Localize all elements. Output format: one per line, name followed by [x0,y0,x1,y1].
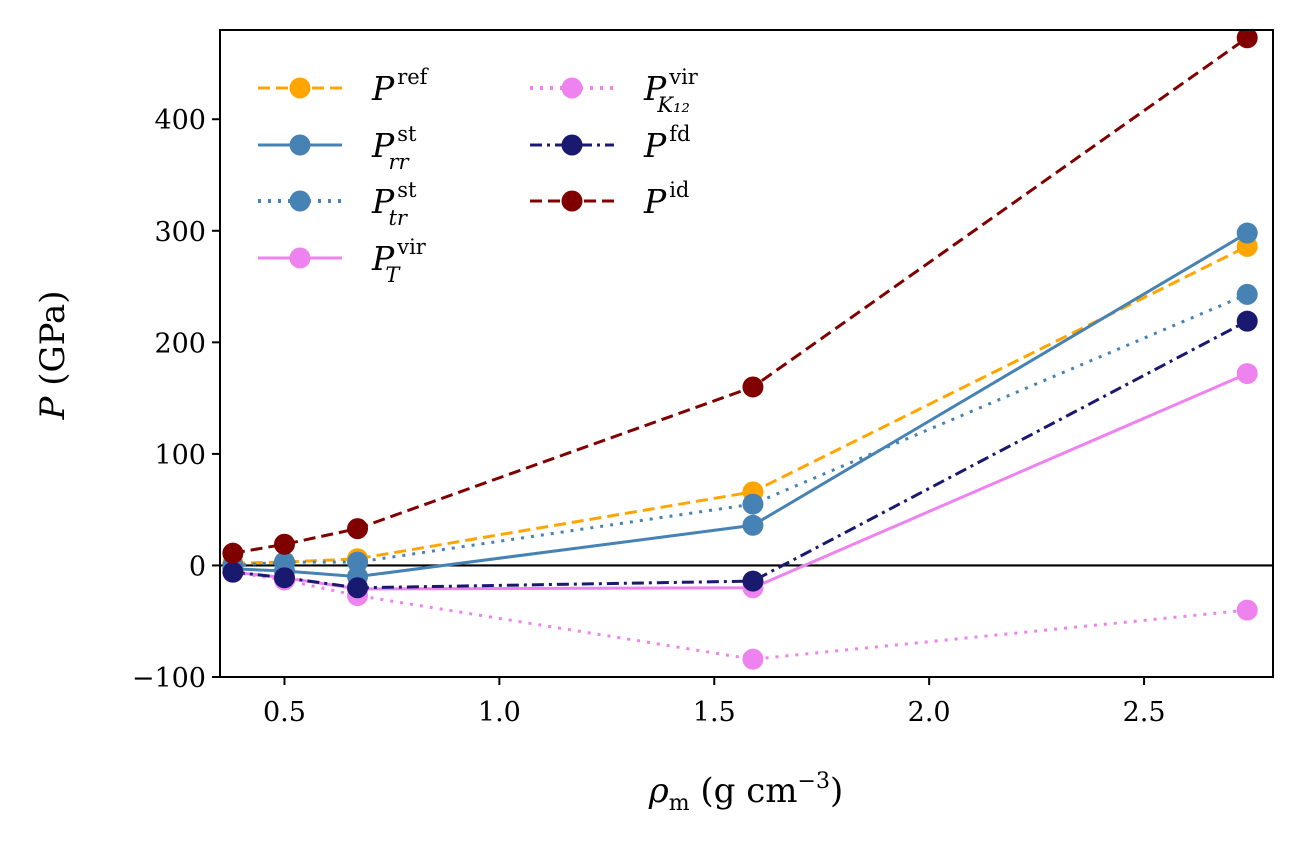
y-tick-label: 400 [154,105,206,136]
point-fd-2 [347,577,369,599]
plot-area [220,30,1273,670]
point-fd-1 [273,567,295,589]
legend-marker-rr [289,134,311,156]
x-axis-label-end: ) [830,771,843,811]
point-tr-4 [1236,283,1258,305]
y-axis-label: P (GPa) [33,290,73,420]
point-K12-3 [742,648,764,670]
point-K12-4 [1236,599,1258,621]
y-tick-label: 200 [154,328,206,359]
point-fd-3 [742,570,764,592]
point-id-4 [1236,30,1258,49]
y-tick-label: 300 [154,217,206,248]
legend-marker-id [561,190,583,212]
legend-marker-T [289,247,311,269]
y-axis-label-unit: (GPa) [33,290,73,396]
x-tick-label: 2.5 [1123,697,1166,728]
point-id-0 [222,542,244,564]
x-axis-label: ρm (g cm−3) [648,769,844,816]
y-tick-label: −100 [132,663,206,694]
legend-marker-ref [289,77,311,99]
x-tick-label: 2.0 [908,697,951,728]
point-rr-3 [742,514,764,536]
point-tr-1 [273,551,295,573]
x-tick-label: 1.5 [693,697,736,728]
point-id-1 [273,533,295,555]
series-line-ref [232,245,1248,565]
series-line-K12 [232,570,1248,661]
point-id-3 [742,376,764,398]
legend-marker-K12 [561,77,583,99]
x-tick-label: 1.0 [478,697,521,728]
point-tr-2 [347,551,369,573]
point-tr-3 [742,493,764,515]
point-T-4 [1236,363,1258,385]
point-id-2 [347,518,369,540]
y-tick-label: 100 [154,440,206,471]
x-tick-label: 0.5 [263,697,306,728]
x-axis-label-sub: m [669,791,690,816]
x-axis-label-sup: −3 [798,769,830,794]
point-fd-0 [222,561,244,583]
y-axis-label-main: P [33,396,73,421]
point-fd-4 [1236,310,1258,332]
x-axis-label-unit: (g cm [690,771,798,811]
x-axis-label-main: ρ [648,771,669,811]
axes: 0.5 1.0 1.5 2.0 2.5 −100 0 100 200 300 400 [132,29,1274,728]
point-rr-4 [1236,222,1258,244]
legend-marker-fd [561,134,583,156]
legend-marker-tr [289,190,311,212]
y-tick-label: 0 [189,551,206,582]
plot-content [220,30,1273,670]
axes-frame [219,29,1274,678]
